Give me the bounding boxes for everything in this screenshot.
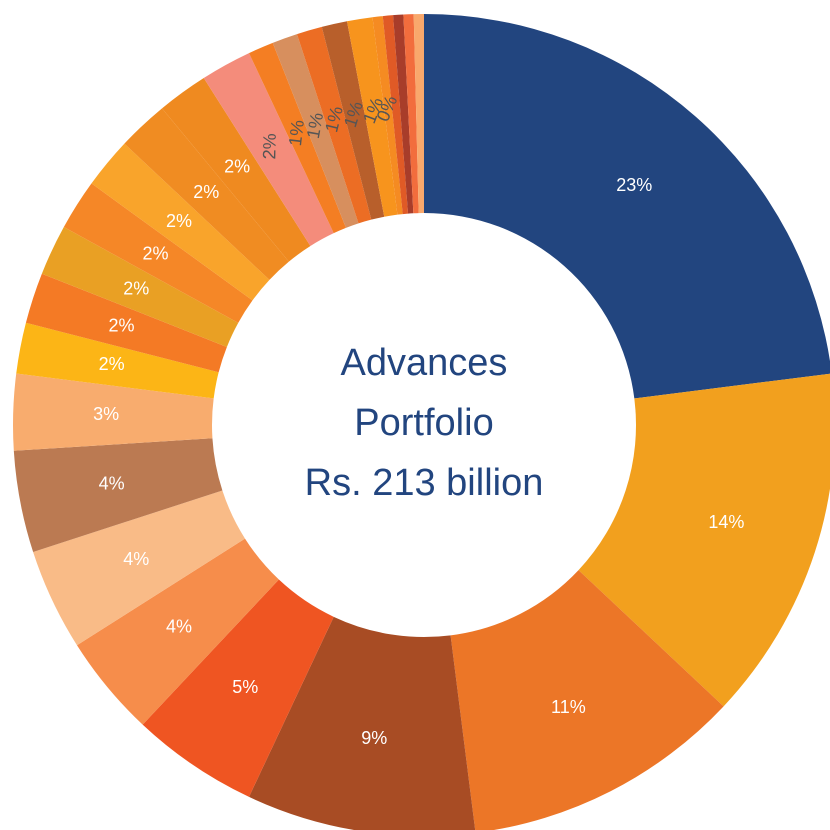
value-label: 1% — [285, 119, 308, 147]
center-text: Advances — [341, 342, 508, 384]
slice — [296, 26, 372, 224]
slice — [124, 108, 289, 280]
slice — [33, 490, 246, 646]
slice — [413, 14, 424, 214]
center-text: Rs. 213 billion — [305, 462, 544, 504]
value-label: 2% — [142, 243, 168, 263]
value-label: 2% — [109, 315, 135, 335]
value-label: 2% — [193, 182, 219, 202]
slice — [321, 21, 385, 220]
value-label: 5% — [232, 677, 258, 697]
slice — [403, 14, 419, 214]
slice — [272, 34, 359, 228]
value-label: 11% — [551, 697, 586, 717]
slice — [16, 322, 219, 399]
value-label: 23% — [616, 175, 652, 195]
value-label: 3% — [93, 404, 119, 424]
slice — [249, 42, 346, 234]
slice — [162, 77, 311, 262]
slice — [372, 16, 403, 215]
value-label: 2% — [123, 278, 149, 298]
center-text: Portfolio — [354, 402, 493, 444]
value-label: 4% — [166, 616, 192, 636]
value-label: 14% — [708, 512, 744, 532]
slice — [142, 579, 334, 797]
value-label: 4% — [99, 473, 125, 493]
slice — [450, 570, 724, 830]
slice — [346, 17, 398, 217]
slice — [424, 14, 830, 399]
slice — [393, 14, 414, 214]
slice — [25, 273, 227, 373]
value-label: 1% — [303, 111, 327, 140]
slice — [382, 15, 409, 215]
value-label: 9% — [361, 728, 387, 748]
value-label: 2% — [166, 211, 192, 231]
value-label: 2% — [99, 354, 125, 374]
value-label: 2% — [224, 156, 250, 176]
slice — [578, 373, 830, 707]
slice — [63, 183, 253, 323]
slice — [41, 226, 239, 347]
slice — [203, 53, 334, 247]
value-label: 4% — [123, 549, 149, 569]
slice — [12, 373, 214, 451]
value-label: 2% — [259, 133, 280, 159]
slice — [76, 538, 279, 725]
slice — [91, 143, 270, 301]
slice — [13, 438, 223, 553]
slice — [249, 616, 476, 830]
